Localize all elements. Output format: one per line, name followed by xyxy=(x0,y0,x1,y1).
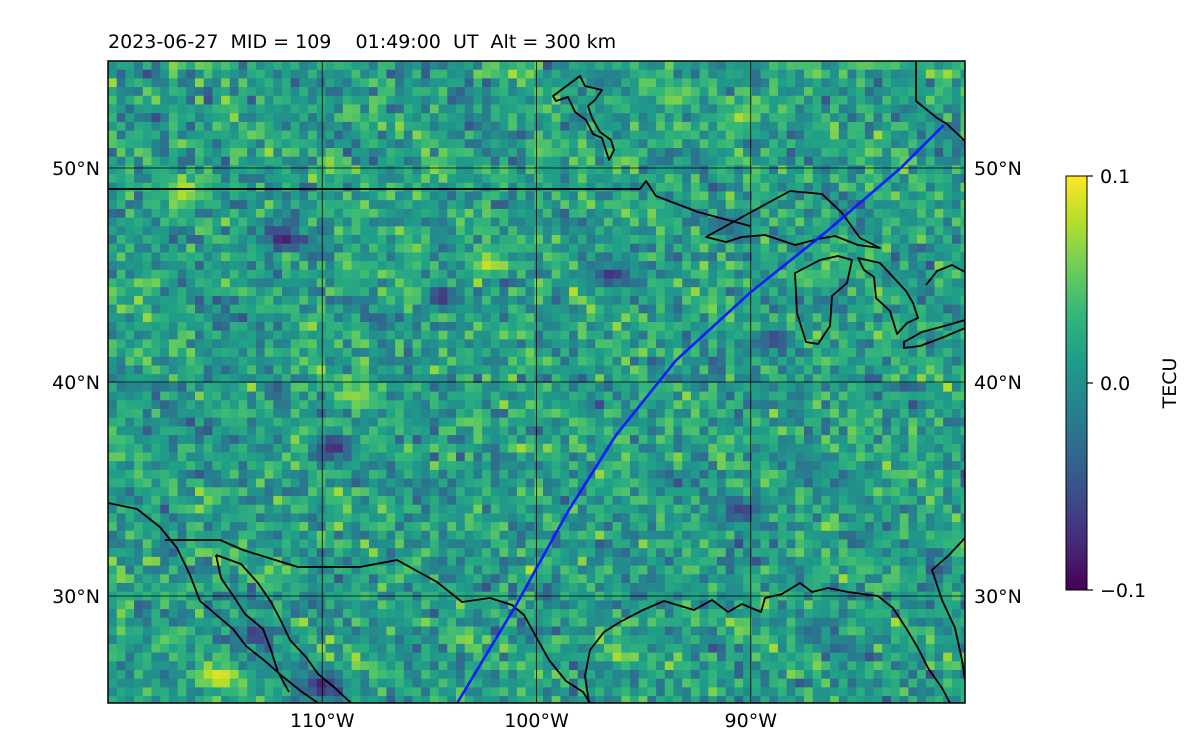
colorbar-label: TECU xyxy=(1159,358,1181,410)
hudson-bay-island xyxy=(552,75,615,161)
us-canada-border xyxy=(108,180,751,227)
us-mexico-border xyxy=(165,539,591,703)
lat-label-right: 50°N xyxy=(974,158,1022,180)
lon-label-bottom: 90°W xyxy=(725,710,778,732)
colorbar-tick-zero: 0.0 xyxy=(1100,373,1130,395)
lake-huron xyxy=(857,257,919,335)
lake-michigan xyxy=(794,255,853,345)
lon-label-bottom: 110°W xyxy=(290,710,355,732)
lat-label-left: 50°N xyxy=(52,158,100,180)
lake-ontario xyxy=(925,264,965,286)
map-title: 2023-06-27 MID = 109 01:49:00 UT Alt = 3… xyxy=(108,31,616,53)
lat-label-left: 40°N xyxy=(52,372,100,394)
colorbar: 0.1 0.0 −0.1 TECU xyxy=(1065,166,1181,602)
gridlines xyxy=(108,61,965,703)
lake-superior xyxy=(705,190,881,249)
map-area xyxy=(108,61,965,703)
lake-erie xyxy=(903,319,965,349)
satellite-track-line xyxy=(456,124,945,703)
hudson-bay-coast xyxy=(915,61,965,142)
latitude-labels-left: 50°N 40°N 30°N xyxy=(52,158,100,608)
map-frame xyxy=(107,60,966,704)
lat-label-right: 30°N xyxy=(974,586,1022,608)
pacific-coast-mexico xyxy=(108,502,319,703)
colorbar-gradient xyxy=(1065,175,1088,591)
lat-label-right: 40°N xyxy=(974,372,1022,394)
coastlines-and-borders xyxy=(108,61,965,703)
satellite-track xyxy=(456,124,945,703)
gulf-coast xyxy=(584,582,951,703)
lon-label-bottom: 100°W xyxy=(504,710,569,732)
lat-label-left: 30°N xyxy=(52,586,100,608)
tec-raster xyxy=(108,61,965,703)
baja-california xyxy=(215,554,352,703)
colorbar-tick-max: 0.1 xyxy=(1100,166,1130,188)
latitude-labels-right: 50°N 40°N 30°N xyxy=(974,158,1022,608)
florida-east-coast xyxy=(931,537,965,681)
longitude-labels-bottom: 110°W 100°W 90°W xyxy=(290,710,777,732)
colorbar-tick-min: −0.1 xyxy=(1100,580,1146,602)
